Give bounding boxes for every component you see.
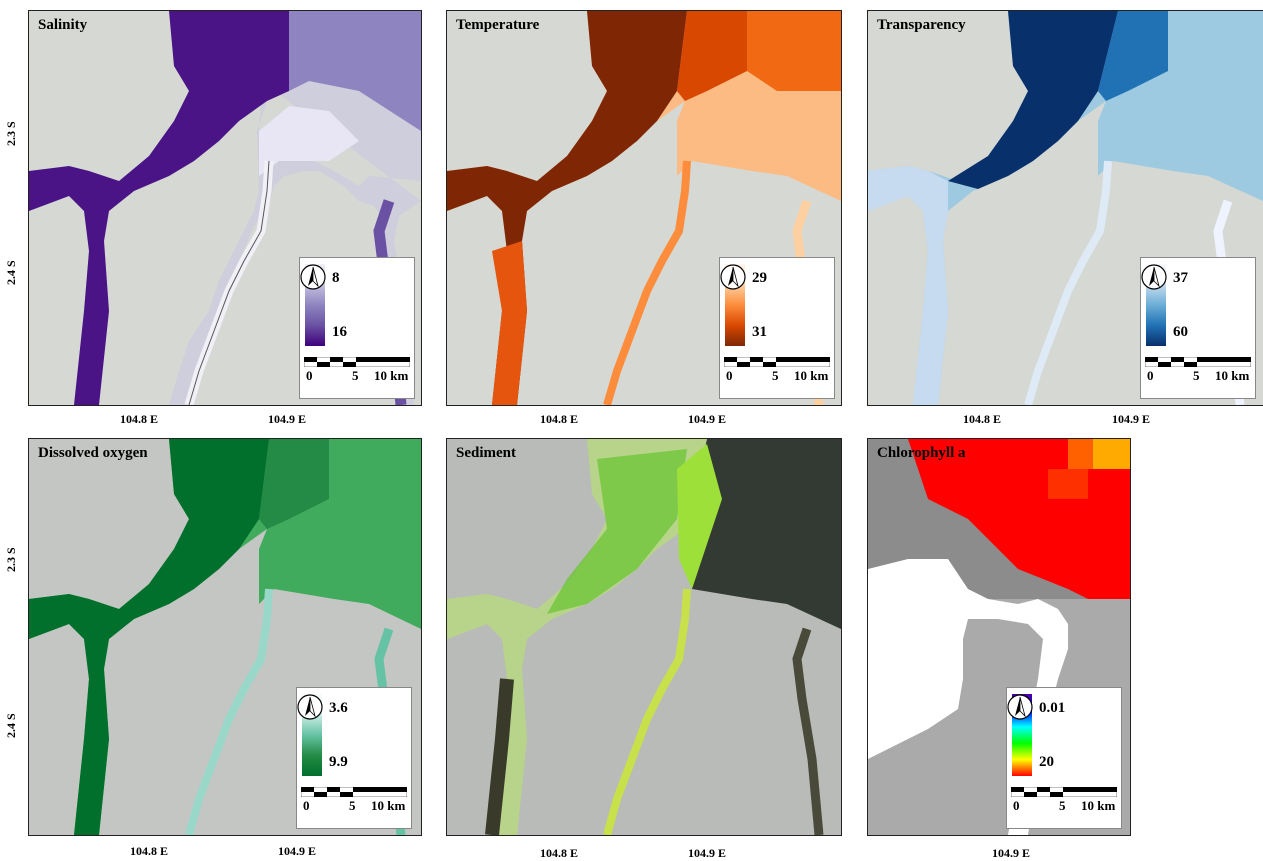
- salinity-legend: 8 16 0 5 10 km: [299, 257, 415, 399]
- y-tick-2.4s-top: 2.4 S: [4, 260, 18, 285]
- x-tick-104.8e-panel1: 104.8 E: [120, 412, 159, 426]
- scale-ten: 10 km: [1081, 798, 1116, 813]
- scale-zero: 0: [726, 368, 733, 383]
- scale-zero: 0: [1147, 368, 1154, 383]
- dissolved-oxygen-legend-low: 3.6: [329, 700, 348, 716]
- scale-zero: 0: [1013, 798, 1020, 813]
- x-tick-104.8e-panel4: 104.8 E: [130, 844, 169, 858]
- scale-five: 5: [352, 368, 359, 383]
- dissolved-oxygen-legend: 3.6 9.9 0 5 10 km: [296, 687, 412, 829]
- sediment-map-panel: Sediment: [446, 438, 842, 836]
- scale-bar: [301, 787, 407, 797]
- scale-five: 5: [349, 798, 356, 813]
- temperature-map-panel: Temperature 29 31 0 5 10 km: [446, 10, 842, 406]
- sediment-title: Sediment: [456, 445, 516, 461]
- dissolved-oxygen-map-panel: Dissolved oxygen 3.6 9.9 0 5 10 km: [28, 438, 422, 836]
- scale-ten: 10 km: [374, 368, 409, 383]
- north-arrow-icon: [720, 264, 746, 290]
- scale-zero: 0: [303, 798, 310, 813]
- chlorophyll-a-map-panel: Chlorophyll a 0.01 20 0 5 10 km: [867, 438, 1131, 836]
- scale-ten: 10 km: [1215, 368, 1250, 383]
- north-arrow-icon: [300, 264, 326, 290]
- scale-five: 5: [772, 368, 779, 383]
- x-tick-104.8e-panel3: 104.8 E: [963, 412, 1002, 426]
- y-tick-2.3s-bottom: 2.3 S: [4, 547, 18, 572]
- chlorophyll-a-legend-high: 20: [1039, 754, 1054, 770]
- scale-five: 5: [1193, 368, 1200, 383]
- temperature-legend: 29 31 0 5 10 km: [719, 257, 835, 399]
- y-tick-2.4s-bottom: 2.4 S: [4, 713, 18, 738]
- salinity-legend-high: 16: [332, 324, 347, 340]
- dissolved-oxygen-legend-high: 9.9: [329, 754, 348, 770]
- x-tick-104.8e-panel5: 104.8 E: [540, 846, 579, 860]
- x-tick-104.9e-panel6: 104.9 E: [992, 846, 1031, 860]
- y-tick-2.3s-top: 2.3 S: [4, 121, 18, 146]
- dissolved-oxygen-title: Dissolved oxygen: [38, 445, 148, 461]
- scale-bar: [1145, 357, 1251, 367]
- salinity-legend-low: 8: [332, 270, 340, 286]
- scale-ten: 10 km: [371, 798, 406, 813]
- temperature-legend-high: 31: [752, 324, 767, 340]
- scale-bar: [304, 357, 410, 367]
- scale-five: 5: [1059, 798, 1066, 813]
- salinity-map: [29, 11, 421, 405]
- transparency-legend-low: 37: [1173, 270, 1188, 286]
- transparency-title: Transparency: [877, 17, 966, 33]
- chlorophyll-a-legend-low: 0.01: [1039, 700, 1066, 716]
- scale-bar: [1011, 787, 1117, 797]
- transparency-legend-high: 60: [1173, 324, 1188, 340]
- chlorophyll-a-title: Chlorophyll a: [877, 445, 966, 461]
- x-tick-104.9e-panel2: 104.9 E: [688, 412, 727, 426]
- scale-bar: [724, 357, 830, 367]
- temperature-title: Temperature: [456, 17, 540, 33]
- x-tick-104.8e-panel2: 104.8 E: [540, 412, 579, 426]
- x-tick-104.9e-panel1: 104.9 E: [268, 412, 307, 426]
- north-arrow-icon: [1007, 694, 1033, 720]
- salinity-map-panel: Salinity 8 16 0 5 10 km: [28, 10, 422, 406]
- scale-ten: 10 km: [794, 368, 829, 383]
- north-arrow-icon: [1141, 264, 1167, 290]
- transparency-legend: 37 60 0 5 10 km: [1140, 257, 1256, 399]
- x-tick-104.9e-panel4: 104.9 E: [278, 844, 317, 858]
- temperature-legend-low: 29: [752, 270, 767, 286]
- sediment-map: [447, 439, 841, 835]
- chlorophyll-a-map: [868, 439, 1130, 835]
- north-arrow-icon: [297, 694, 323, 720]
- scale-zero: 0: [306, 368, 313, 383]
- transparency-map-panel: Transparency 37 60 0 5 10 km: [867, 10, 1263, 406]
- salinity-title: Salinity: [38, 17, 88, 33]
- x-tick-104.9e-panel3: 104.9 E: [1112, 412, 1151, 426]
- x-tick-104.9e-panel5: 104.9 E: [688, 846, 727, 860]
- chlorophyll-a-legend: 0.01 20 0 5 10 km: [1006, 687, 1122, 829]
